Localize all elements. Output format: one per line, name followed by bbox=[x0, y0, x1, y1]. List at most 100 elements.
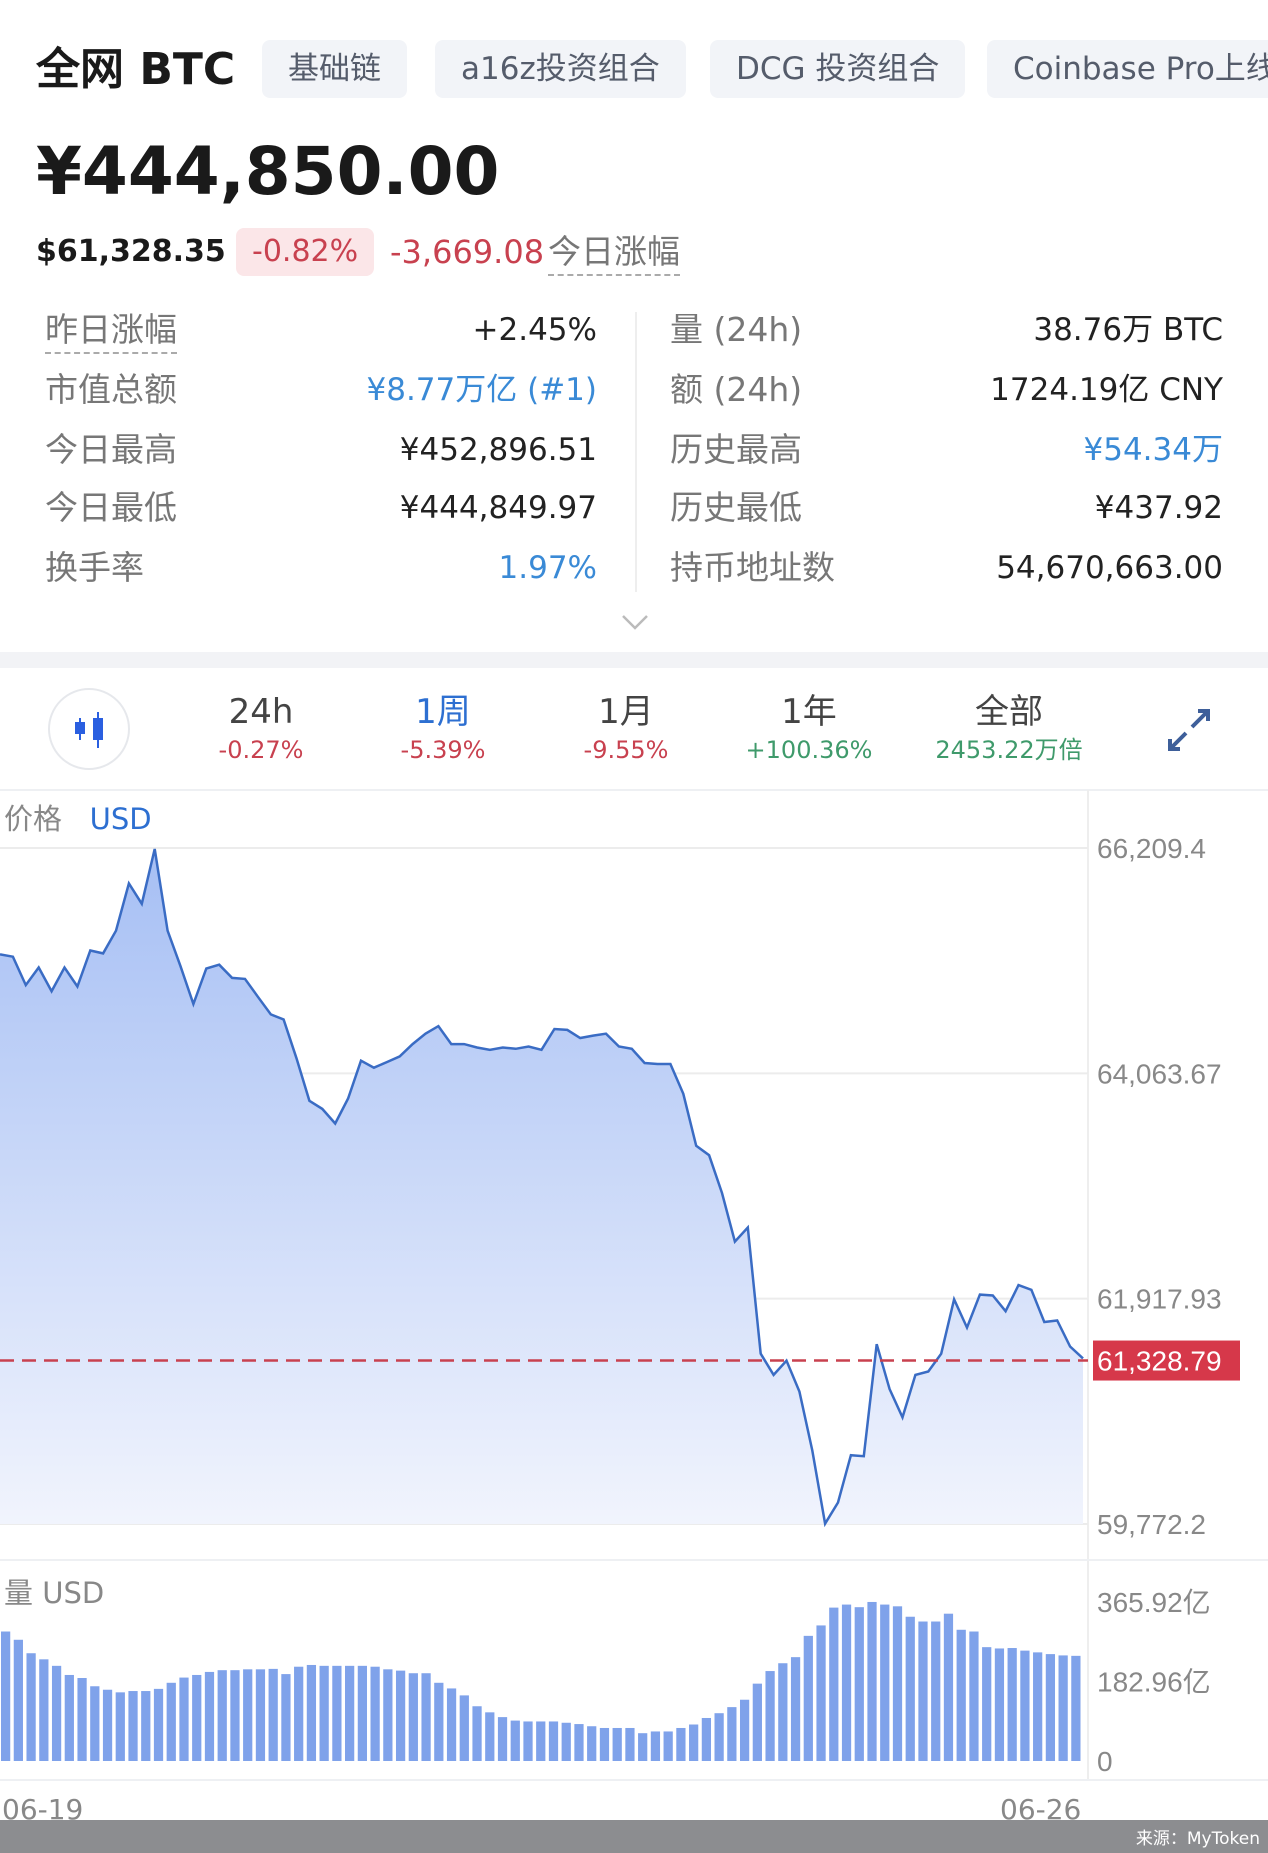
volume-bar bbox=[816, 1625, 826, 1761]
stat-value: ¥444,849.97 bbox=[399, 490, 597, 526]
tag-chip[interactable]: a16z投资组合 bbox=[435, 40, 686, 98]
volume-bar bbox=[982, 1647, 992, 1761]
stat-label: 市值总额 bbox=[45, 370, 177, 409]
expand-icon[interactable] bbox=[1160, 705, 1220, 755]
tag-chip[interactable]: 基础链 bbox=[262, 40, 407, 98]
volume-bar bbox=[77, 1678, 87, 1761]
volume-bar bbox=[319, 1665, 329, 1761]
tab-label: 1年 bbox=[781, 692, 837, 732]
change-label[interactable]: 今日涨幅 bbox=[548, 230, 680, 276]
tab-change: 2453.22万倍 bbox=[935, 736, 1083, 764]
tab-change: +100.36% bbox=[745, 736, 873, 764]
divider bbox=[0, 789, 1268, 791]
price-chart-label: 价格 USD bbox=[4, 800, 152, 838]
stat-value: ¥8.77万亿 (#1) bbox=[366, 372, 598, 408]
stat-label: 历史最高 bbox=[670, 430, 802, 469]
volume-label: 量 bbox=[4, 1576, 34, 1610]
volume-bar bbox=[765, 1671, 775, 1761]
volume-bar bbox=[13, 1639, 23, 1761]
volume-bar bbox=[574, 1724, 584, 1761]
volume-bar bbox=[268, 1668, 278, 1761]
price-label: 价格 bbox=[4, 802, 63, 836]
stat-value: ¥437.92 bbox=[1094, 490, 1223, 526]
volume-bar bbox=[472, 1706, 482, 1761]
volume-bar bbox=[1007, 1648, 1017, 1761]
volume-bar bbox=[102, 1689, 113, 1761]
tab-period[interactable]: 全部 2453.22万倍 bbox=[909, 690, 1109, 766]
y-tick-label: 66,209.4 bbox=[1097, 833, 1206, 864]
volume-bar bbox=[90, 1686, 100, 1761]
stat-value: ¥54.34万 bbox=[1083, 432, 1223, 468]
stats-divider bbox=[635, 312, 637, 592]
stat-label: 昨日涨幅 bbox=[45, 308, 177, 354]
volume-bar bbox=[179, 1677, 189, 1761]
volume-bar bbox=[446, 1688, 457, 1761]
y-tick-label: 64,063.67 bbox=[1097, 1058, 1222, 1089]
volume-tick-label: 0 bbox=[1097, 1746, 1113, 1777]
volume-bar bbox=[841, 1604, 852, 1761]
tab-period[interactable]: 24h -0.27% bbox=[161, 690, 361, 766]
source-watermark: 来源：MyToken bbox=[1135, 1829, 1260, 1849]
tab-change: -0.27% bbox=[218, 736, 304, 764]
volume-bar bbox=[739, 1699, 750, 1761]
volume-tick-label: 365.92亿 bbox=[1097, 1587, 1211, 1618]
volume-bar bbox=[192, 1674, 202, 1761]
volume-bar bbox=[357, 1665, 367, 1761]
volume-bar bbox=[294, 1666, 304, 1761]
tab-period[interactable]: 1周 -5.39% bbox=[343, 690, 543, 766]
volume-bar bbox=[676, 1727, 686, 1761]
tag-chip[interactable]: DCG 投资组合 bbox=[710, 40, 966, 98]
volume-bar bbox=[1, 1631, 11, 1761]
volume-bar bbox=[204, 1671, 215, 1761]
volume-bar bbox=[1020, 1650, 1030, 1761]
volume-bar bbox=[421, 1673, 431, 1761]
volume-bar bbox=[752, 1683, 762, 1761]
volume-bar bbox=[956, 1629, 966, 1761]
volume-bar bbox=[612, 1727, 622, 1761]
y-tick-label: 59,772.2 bbox=[1097, 1509, 1206, 1540]
volume-bar bbox=[880, 1604, 890, 1761]
volume-bar bbox=[153, 1688, 164, 1761]
tab-period[interactable]: 1月 -9.55% bbox=[526, 690, 726, 766]
stat-label: 今日最低 bbox=[45, 488, 177, 527]
volume-bar bbox=[892, 1606, 903, 1761]
stat-value: +2.45% bbox=[472, 312, 597, 348]
volume-bar bbox=[701, 1717, 712, 1761]
volume-bar bbox=[548, 1721, 559, 1761]
volume-bar bbox=[1058, 1655, 1068, 1761]
page-title: 全网 BTC bbox=[36, 44, 236, 95]
volume-bar bbox=[650, 1731, 661, 1761]
volume-bar bbox=[803, 1635, 813, 1761]
volume-bar bbox=[332, 1665, 342, 1761]
chevron-down-icon[interactable] bbox=[620, 612, 650, 632]
price-volume-chart[interactable]: 66,209.4 64,063.67 61,917.93 59,772.2 61,328… bbox=[0, 790, 1268, 1820]
volume-bar bbox=[829, 1607, 839, 1761]
volume-bar bbox=[497, 1717, 508, 1761]
volume-bar bbox=[969, 1631, 979, 1761]
volume-bar bbox=[395, 1670, 406, 1761]
volume-bar bbox=[370, 1666, 380, 1761]
volume-bar bbox=[778, 1663, 788, 1761]
volume-bar bbox=[714, 1713, 724, 1761]
current-price-tag bbox=[1093, 1340, 1240, 1381]
volume-bar bbox=[166, 1682, 176, 1761]
stat-value: 1724.19亿 CNY bbox=[990, 372, 1223, 408]
tag-chip[interactable]: Coinbase Pro上线 bbox=[987, 40, 1268, 98]
candlestick-toggle-button[interactable] bbox=[48, 688, 130, 770]
volume-bar bbox=[994, 1648, 1005, 1761]
change-abs: -3,669.08 bbox=[390, 233, 545, 271]
candlestick-icon bbox=[75, 712, 103, 748]
tab-label: 24h bbox=[228, 692, 294, 732]
volume-bar bbox=[217, 1670, 227, 1761]
tab-change: -9.55% bbox=[583, 736, 669, 764]
volume-bar bbox=[790, 1657, 801, 1761]
price-unit: USD bbox=[89, 802, 152, 836]
tab-period[interactable]: 1年 +100.36% bbox=[709, 690, 909, 766]
volume-bar bbox=[1033, 1652, 1043, 1761]
volume-bar bbox=[26, 1653, 36, 1761]
volume-tick-label: 182.96亿 bbox=[1097, 1667, 1211, 1698]
volume-bar bbox=[64, 1674, 74, 1761]
change-pct-badge: -0.82% bbox=[236, 228, 375, 276]
volume-bar bbox=[243, 1669, 253, 1761]
price-cny: ¥444,850.00 bbox=[36, 133, 500, 210]
